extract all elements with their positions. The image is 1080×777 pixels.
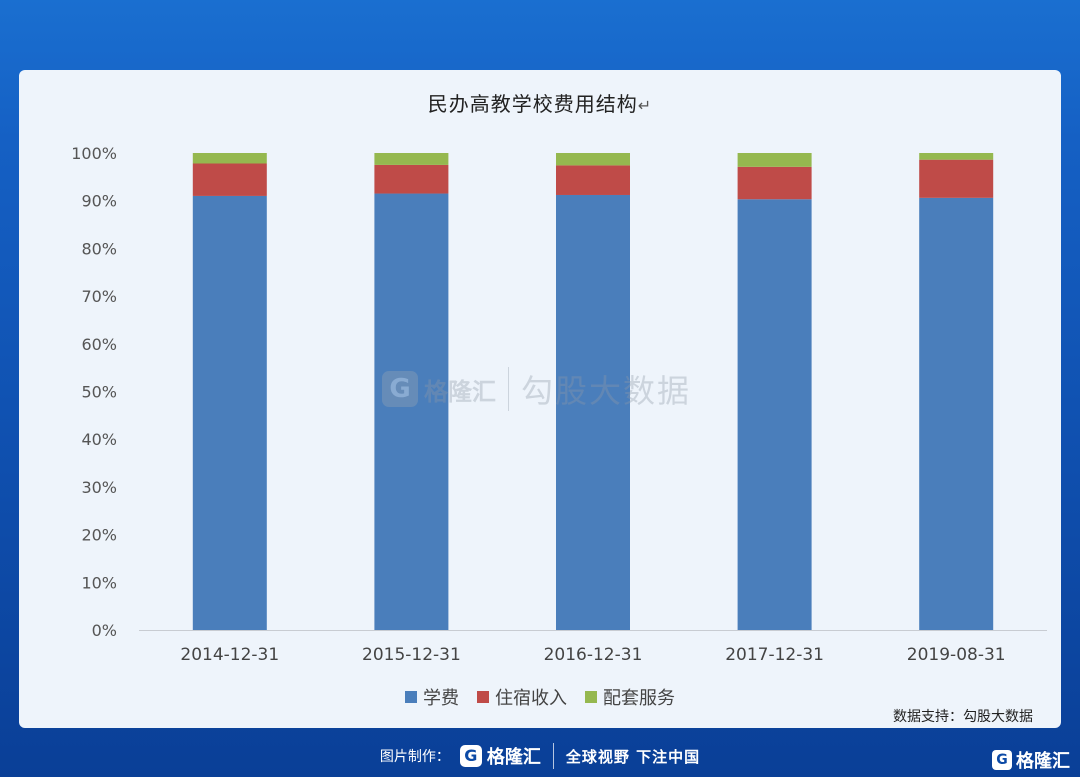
bar-segment — [737, 166, 812, 200]
legend-swatch — [477, 691, 489, 703]
source-note: 数据支持：勾股大数据 — [893, 709, 1033, 725]
bar-segment — [192, 195, 267, 630]
stacked-bar-chart: 0% 10% 20% 30% 40% 50% 60% 70% 80% 90% 100% 2014-12… — [71, 144, 1047, 665]
y-tick-label: 10% — [81, 573, 117, 592]
corner-logo: G — [992, 750, 1012, 770]
x-tick-label: 2016-12-31 — [544, 645, 643, 665]
legend-swatch — [405, 691, 417, 703]
legend-item: 住宿收入 — [477, 684, 567, 710]
bar-segment — [556, 153, 630, 166]
bar-segment — [737, 153, 812, 167]
x-tick-label: 2017-12-31 — [725, 645, 824, 665]
legend-label: 住宿收入 — [495, 688, 567, 709]
bar-segment — [374, 164, 449, 194]
bar-segment — [919, 197, 994, 630]
bar-segment — [192, 163, 267, 196]
corner-brand-mark: G 格隆汇 — [992, 747, 1070, 773]
footer-divider — [552, 743, 554, 769]
legend-swatch — [585, 691, 597, 703]
bar-segment — [556, 194, 630, 630]
corner-brand: 格隆汇 — [1016, 751, 1070, 772]
bar-segment — [919, 153, 994, 160]
x-tick-label: 2014-12-31 — [180, 645, 279, 665]
legend-item: 学费 — [405, 684, 459, 710]
y-tick-label: 0% — [92, 621, 117, 640]
y-tick-label: 90% — [81, 192, 117, 211]
footer-bar: 图片制作： G 格隆汇 全球视野 下注中国 — [0, 738, 1080, 774]
y-tick-label: 80% — [81, 239, 117, 258]
chart-legend: 学费 住宿收入 配套服务 — [19, 684, 1061, 710]
y-tick-label: 50% — [81, 383, 117, 402]
y-tick-label: 40% — [81, 430, 117, 449]
x-tick-label: 2019-08-31 — [907, 645, 1006, 665]
legend-label: 学费 — [423, 688, 459, 709]
legend-item: 配套服务 — [585, 684, 675, 710]
chart-title: 民办高教学校费用结构↵ — [19, 88, 1061, 117]
y-tick-label: 100% — [71, 144, 117, 163]
bar-segment — [556, 165, 630, 195]
footer-logo: G — [459, 745, 482, 767]
return-mark: ↵ — [637, 96, 653, 115]
footer-label: 图片制作： — [379, 749, 450, 765]
bar-segment — [374, 153, 449, 165]
bar-segment — [374, 193, 449, 631]
y-tick-label: 30% — [81, 478, 117, 497]
chart-title-text: 民办高教学校费用结构 — [427, 92, 638, 116]
y-tick-label: 70% — [81, 287, 117, 306]
footer-brand: 格隆汇 — [486, 747, 541, 768]
footer-slogan: 全球视野 下注中国 — [565, 747, 701, 766]
chart-card: 民办高教学校费用结构↵ 0% 10% 20% 30% 40% 50% 60% 70% 80% 90… — [19, 70, 1061, 728]
y-tick-label: 60% — [81, 335, 117, 354]
bar-segment — [737, 199, 812, 631]
legend-label: 配套服务 — [603, 688, 675, 709]
x-tick-label: 2015-12-31 — [362, 645, 461, 665]
bar-segment — [192, 153, 267, 164]
y-tick-label: 20% — [81, 526, 117, 545]
bar-segment — [919, 159, 994, 198]
